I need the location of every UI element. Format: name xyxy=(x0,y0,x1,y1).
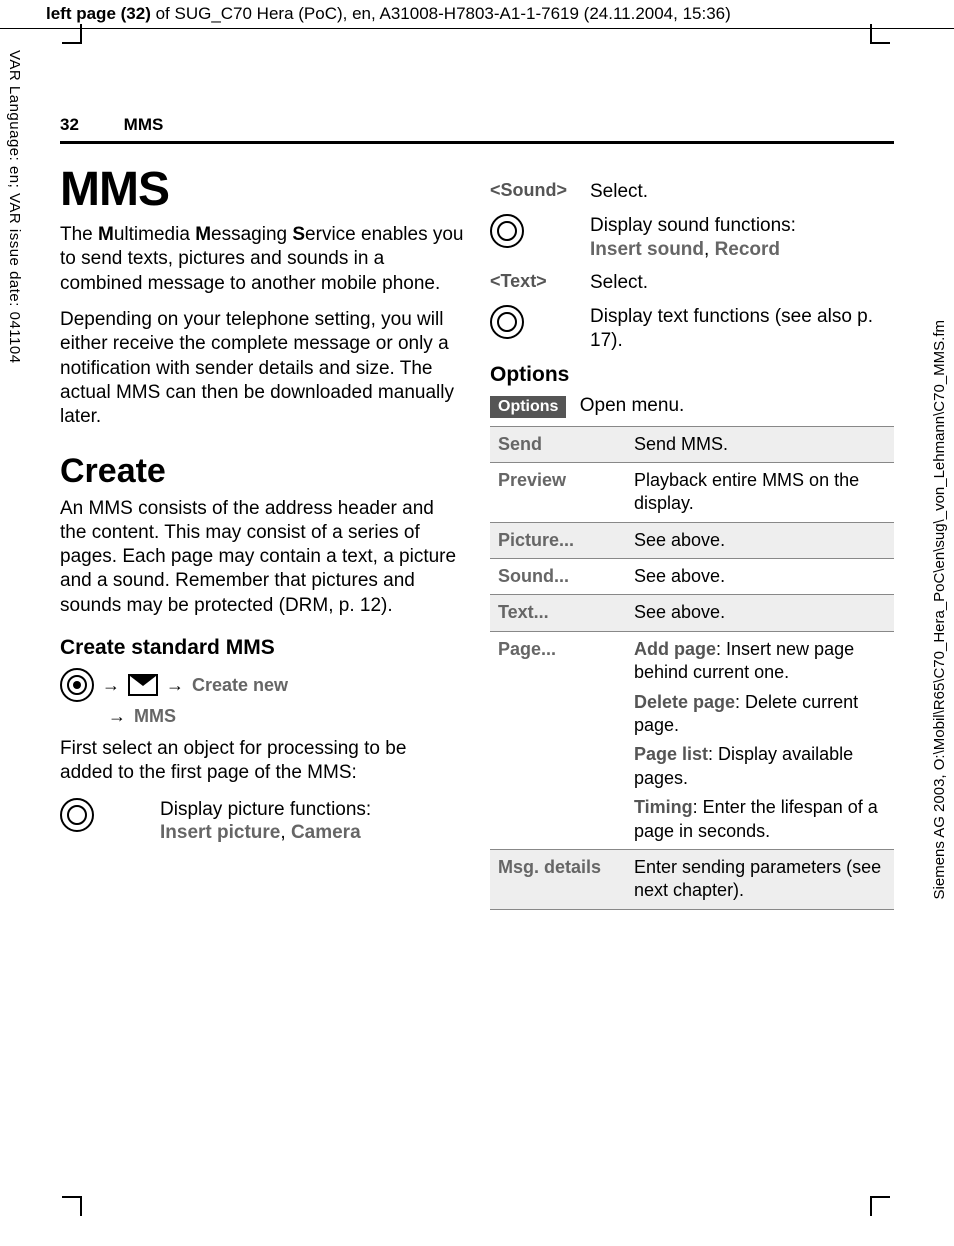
running-head: 32 MMS xyxy=(60,115,894,144)
table-row: Picture...See above. xyxy=(490,522,894,558)
option-label: Text... xyxy=(490,595,626,631)
options-table: SendSend MMS.PreviewPlayback entire MMS … xyxy=(490,426,894,910)
page-content: 32 MMS MMS The Multimedia Messaging Serv… xyxy=(60,55,894,910)
record-label: Record xyxy=(715,239,780,260)
running-title: MMS xyxy=(124,115,164,134)
arrow-icon: → xyxy=(108,706,126,727)
open-menu-text: Open menu. xyxy=(580,395,685,416)
table-row: Sound...See above. xyxy=(490,559,894,595)
camera-label: Camera xyxy=(291,822,361,843)
crop-mark xyxy=(62,1196,82,1198)
option-description: Enter sending parameters (see next chapt… xyxy=(626,849,894,909)
table-row: SendSend MMS. xyxy=(490,426,894,462)
text-select-row: <Text> Select. xyxy=(490,271,894,295)
nav-path-row-1: → → Create new xyxy=(60,668,464,702)
nav-mms: MMS xyxy=(134,706,176,727)
left-column: MMS The Multimedia Messaging Service ena… xyxy=(60,162,464,910)
crop-mark xyxy=(80,1196,82,1216)
messages-icon xyxy=(128,674,158,696)
sound-select-text: Select. xyxy=(590,180,648,204)
crop-mark xyxy=(870,24,872,44)
two-column-layout: MMS The Multimedia Messaging Service ena… xyxy=(60,162,894,910)
table-row: Msg. detailsEnter sending parameters (se… xyxy=(490,849,894,909)
option-description: Add page: Insert new page behind current… xyxy=(626,631,894,849)
crop-mark xyxy=(870,42,890,44)
crop-mark xyxy=(80,24,82,44)
text-select-text: Select. xyxy=(590,271,648,295)
insert-sound-label: Insert sound xyxy=(590,239,704,260)
table-row: Text...See above. xyxy=(490,595,894,631)
crop-mark xyxy=(62,42,82,44)
sound-function-row: Display sound functions: Insert sound, R… xyxy=(490,214,894,262)
nav-path-row-2: → MMS xyxy=(108,706,464,727)
nav-create-new: Create new xyxy=(192,675,288,696)
text-tag: <Text> xyxy=(490,271,578,295)
option-label: Send xyxy=(490,426,626,462)
insert-picture-label: Insert picture xyxy=(160,822,280,843)
nav-key-icon xyxy=(60,798,94,832)
nav-key-icon xyxy=(490,305,524,339)
option-description: See above. xyxy=(626,559,894,595)
sound-functions-text: Display sound functions: xyxy=(590,215,796,236)
left-margin-text: VAR Language: en; VAR issue date: 041104 xyxy=(6,50,23,364)
arrow-icon: → xyxy=(166,675,184,696)
sound-select-row: <Sound> Select. xyxy=(490,180,894,204)
sound-tag: <Sound> xyxy=(490,180,578,204)
options-softkey-badge: Options xyxy=(490,396,566,418)
create-standard-heading: Create standard MMS xyxy=(60,636,464,660)
option-label: Page... xyxy=(490,631,626,849)
crop-mark xyxy=(870,1196,872,1216)
option-description: See above. xyxy=(626,595,894,631)
text-function-row: Display text functions (see also p. 17). xyxy=(490,305,894,353)
center-key-icon xyxy=(60,668,94,702)
header-rest: of SUG_C70 Hera (PoC), en, A31008-H7803-… xyxy=(151,4,731,23)
option-label: Picture... xyxy=(490,522,626,558)
picture-function-row: Display picture functions: Insert pictur… xyxy=(60,798,464,846)
print-header: left page (32) of SUG_C70 Hera (PoC), en… xyxy=(0,0,954,29)
option-label: Sound... xyxy=(490,559,626,595)
text-functions-text: Display text functions (see also p. 17). xyxy=(590,305,894,353)
table-row: Page...Add page: Insert new page behind … xyxy=(490,631,894,849)
intro-paragraph-1: The Multimedia Messaging Service enables… xyxy=(60,223,464,296)
option-description: Send MMS. xyxy=(626,426,894,462)
right-column: <Sound> Select. Display sound functions:… xyxy=(490,162,894,910)
right-margin-text: Siemens AG 2003, O:\Mobil\R65\C70_Hera_P… xyxy=(931,320,948,899)
create-paragraph: An MMS consists of the address header an… xyxy=(60,497,464,619)
first-select-paragraph: First select an object for processing to… xyxy=(60,737,464,786)
options-open-row: Options Open menu. xyxy=(490,395,894,418)
page-number: 32 xyxy=(60,115,79,134)
option-label: Preview xyxy=(490,462,626,522)
create-heading: Create xyxy=(60,452,464,491)
nav-key-icon xyxy=(490,214,524,248)
option-description: Playback entire MMS on the display. xyxy=(626,462,894,522)
option-description: See above. xyxy=(626,522,894,558)
arrow-icon: → xyxy=(102,675,120,696)
options-heading: Options xyxy=(490,363,894,387)
intro-paragraph-2: Depending on your telephone setting, you… xyxy=(60,308,464,430)
picture-functions-text: Display picture functions: xyxy=(160,799,371,820)
header-prefix: left page (32) xyxy=(46,4,151,23)
page-title: MMS xyxy=(60,162,464,217)
table-row: PreviewPlayback entire MMS on the displa… xyxy=(490,462,894,522)
crop-mark xyxy=(870,1196,890,1198)
option-label: Msg. details xyxy=(490,849,626,909)
